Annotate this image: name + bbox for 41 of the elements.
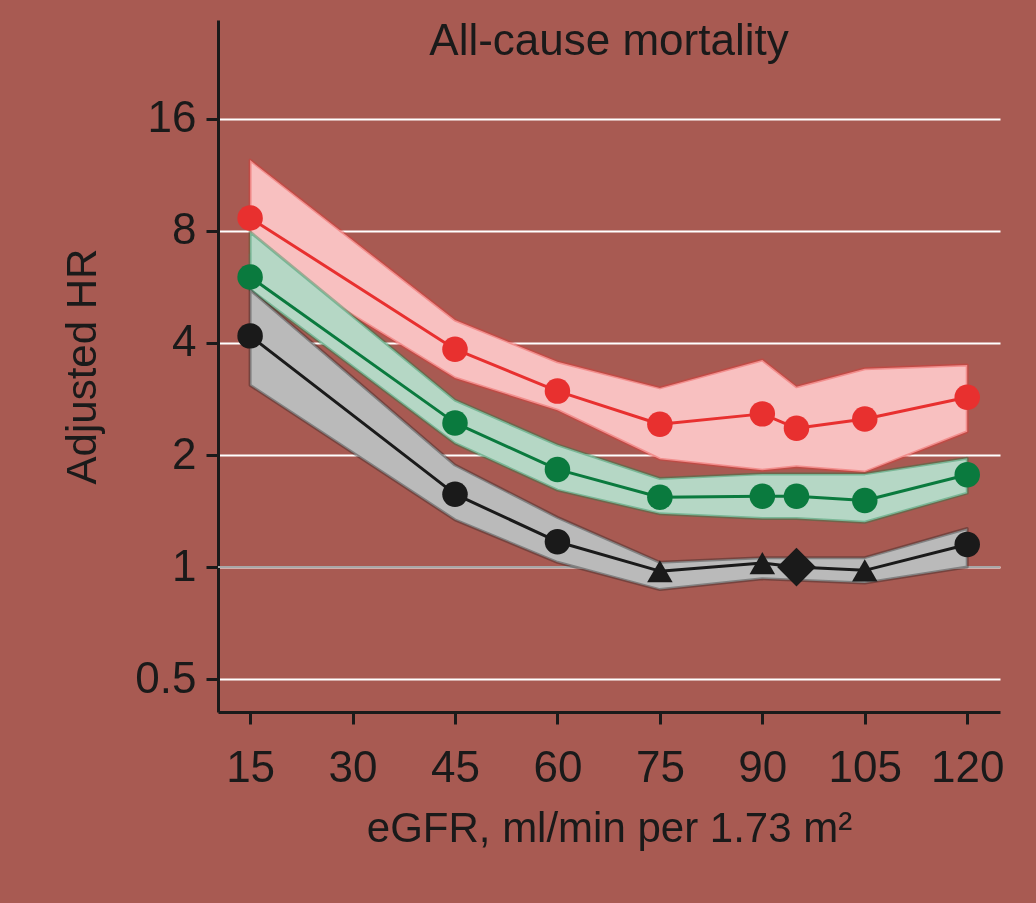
x-tick-label: 105 — [828, 741, 902, 791]
x-tick-label: 45 — [431, 741, 480, 791]
x-tick-label: 30 — [328, 741, 378, 791]
point — [852, 559, 878, 582]
y-tick-label: 16 — [147, 92, 197, 142]
y-axis-title: Adjusted HR — [58, 248, 106, 485]
point — [237, 205, 263, 231]
point — [237, 323, 263, 349]
point — [544, 528, 571, 555]
point — [954, 384, 980, 410]
x-tick-label: 15 — [226, 741, 276, 791]
point — [544, 378, 571, 404]
point — [544, 456, 571, 483]
y-tick-label: 8 — [172, 204, 197, 254]
point — [442, 410, 468, 436]
point — [749, 401, 776, 427]
point — [647, 484, 673, 511]
point — [442, 336, 468, 362]
point — [442, 481, 468, 507]
point — [954, 462, 980, 488]
point — [647, 560, 673, 583]
point — [954, 531, 980, 558]
x-tick-label: 75 — [635, 741, 685, 791]
chart-title: All-cause mortality — [429, 15, 789, 64]
y-tick-label: 4 — [172, 316, 197, 366]
x-tick-label: 120 — [931, 741, 1005, 791]
y-tick-label: 0.5 — [135, 652, 197, 702]
x-tick-label: 60 — [533, 741, 583, 791]
y-tick-label: 2 — [172, 428, 197, 478]
point — [777, 547, 816, 587]
point — [783, 415, 810, 441]
x-axis-title: eGFR, ml/min per 1.73 m² — [366, 803, 853, 851]
point — [852, 487, 878, 514]
point — [647, 411, 673, 437]
y-tick-label: 1 — [172, 540, 197, 590]
point — [783, 483, 810, 509]
point — [852, 406, 878, 432]
point — [749, 483, 776, 509]
point — [749, 552, 776, 575]
x-tick-label: 90 — [738, 741, 788, 791]
point — [237, 264, 263, 290]
